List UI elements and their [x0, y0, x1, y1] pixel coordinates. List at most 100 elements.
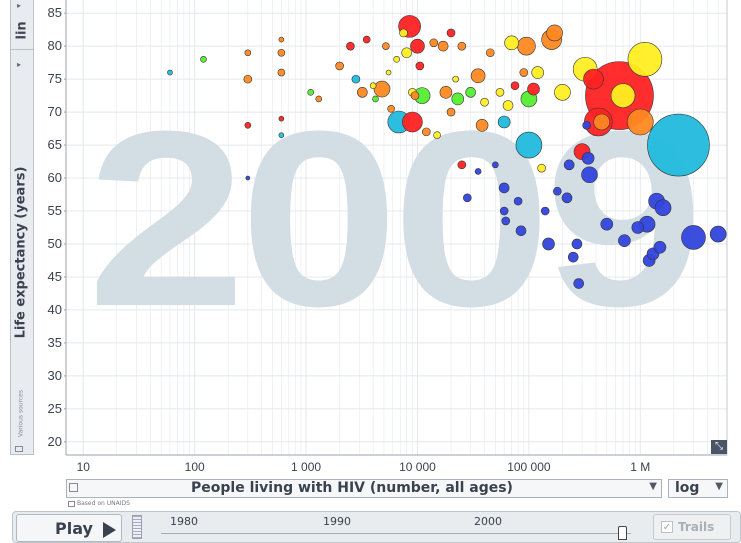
play-button[interactable]: Play — [16, 514, 122, 542]
bubble — [563, 159, 575, 171]
expand-icon[interactable]: ⤡ — [711, 440, 727, 454]
bubble — [681, 225, 706, 250]
trails-checkbox-icon[interactable]: ✓ — [661, 521, 673, 533]
bubble — [244, 121, 252, 129]
y-tick-label: 70 — [48, 104, 62, 119]
speed-slider-handle[interactable] — [132, 515, 142, 539]
bubble — [278, 36, 285, 43]
bubble — [537, 163, 546, 173]
bubble — [480, 97, 489, 107]
bubble — [415, 61, 425, 71]
bubble — [517, 36, 536, 56]
bubble — [393, 56, 400, 63]
bubble — [422, 127, 431, 137]
x-tick-label: 1 M — [630, 460, 650, 474]
play-label: Play — [55, 519, 93, 538]
bubble — [245, 175, 251, 181]
bubble — [277, 68, 286, 77]
bubble — [540, 206, 550, 216]
bubble — [571, 238, 583, 250]
chevron-down-icon[interactable]: ▼ — [715, 481, 723, 492]
bubble — [402, 111, 423, 133]
bubble — [513, 196, 523, 206]
bubble — [498, 182, 510, 194]
bubble — [647, 113, 710, 177]
bubble — [474, 168, 482, 175]
bubble — [399, 28, 408, 38]
source-info-icon[interactable] — [68, 500, 75, 507]
x-tick-label: 10 — [77, 460, 91, 474]
plot-frame — [65, 0, 728, 456]
x-source-note: Based on UNAIDS — [68, 500, 130, 507]
bubble — [567, 251, 579, 263]
bubble — [573, 278, 585, 289]
bubble — [504, 35, 519, 51]
bubble — [502, 100, 514, 111]
bubble — [531, 66, 545, 79]
chevron-down-icon[interactable]: ▼ — [649, 481, 657, 492]
bubble — [457, 41, 467, 51]
bubble — [554, 84, 571, 101]
grid — [66, 0, 728, 455]
bubble — [452, 75, 459, 83]
y-tick-label: 35 — [48, 335, 62, 350]
bubble — [437, 40, 449, 52]
x-scale-selector[interactable]: log ▼ — [668, 479, 728, 498]
bubble — [465, 87, 476, 98]
x-axis-indicator-selector[interactable]: People living with HIV (number, all ages… — [66, 479, 662, 498]
bubble — [527, 82, 540, 96]
bubble — [446, 107, 456, 117]
bubble — [581, 166, 598, 184]
bubble — [351, 74, 361, 84]
bubble — [387, 105, 395, 113]
x-tick-labels: 10 100 1 000 10 000 100 000 1 M — [77, 460, 651, 474]
y-indicator-arrow-icon[interactable]: ▸ — [17, 60, 22, 69]
bubble — [654, 199, 672, 217]
x-indicator-info-icon[interactable] — [69, 483, 78, 492]
playback-controls: Play 1980 1990 2000 ✓ Trails — [12, 511, 741, 543]
bubble — [433, 131, 441, 139]
bubble — [278, 115, 285, 122]
x-tick-label: 100 000 — [507, 460, 551, 474]
y-tick-label: 40 — [48, 302, 62, 317]
bubble — [244, 49, 252, 57]
timeline-track[interactable] — [161, 533, 631, 536]
x-tick-label: 10 000 — [399, 460, 436, 474]
y-tick-labels: 20 25 30 35 40 45 50 55 60 65 70 75 80 85 — [48, 5, 66, 449]
bubble — [385, 69, 392, 76]
y-axis-control-strip: ▸ lin ▸ Life expectancy (years) Various … — [10, 0, 34, 455]
y-scale-selector[interactable]: ▸ lin — [11, 0, 33, 50]
bubble — [410, 38, 425, 54]
time-slider-handle[interactable] — [618, 526, 627, 540]
bubble — [485, 48, 495, 58]
y-tick-label: 80 — [48, 38, 62, 53]
bubble — [618, 234, 631, 247]
bubble — [243, 74, 253, 84]
bubble — [475, 118, 489, 132]
y-tick-label: 45 — [48, 269, 62, 284]
bubble — [582, 120, 591, 130]
bubble — [709, 225, 727, 243]
bubble — [382, 42, 390, 50]
bubble — [515, 225, 527, 237]
bubble — [369, 82, 377, 90]
time-slider[interactable]: 1980 1990 2000 — [151, 512, 636, 542]
bubble — [653, 240, 667, 254]
y-tick-label: 30 — [48, 368, 62, 383]
bubble — [627, 108, 654, 136]
bubble — [446, 28, 456, 38]
bubble — [581, 151, 595, 165]
bubble — [463, 193, 472, 203]
sources-info-icon[interactable] — [15, 446, 23, 452]
timeline-year-label: 1980 — [170, 515, 198, 528]
bubble — [470, 68, 486, 84]
bubble — [510, 81, 520, 91]
y-tick-label: 20 — [48, 434, 62, 449]
y-scale-arrow-icon[interactable]: ▸ — [17, 1, 22, 10]
bubble — [335, 61, 344, 71]
bubble — [497, 115, 511, 129]
y-tick-label: 25 — [48, 401, 62, 416]
trails-toggle[interactable]: ✓ Trails — [653, 514, 731, 540]
x-axis-label[interactable]: People living with HIV (number, all ages… — [191, 480, 513, 496]
bubble — [307, 89, 314, 96]
